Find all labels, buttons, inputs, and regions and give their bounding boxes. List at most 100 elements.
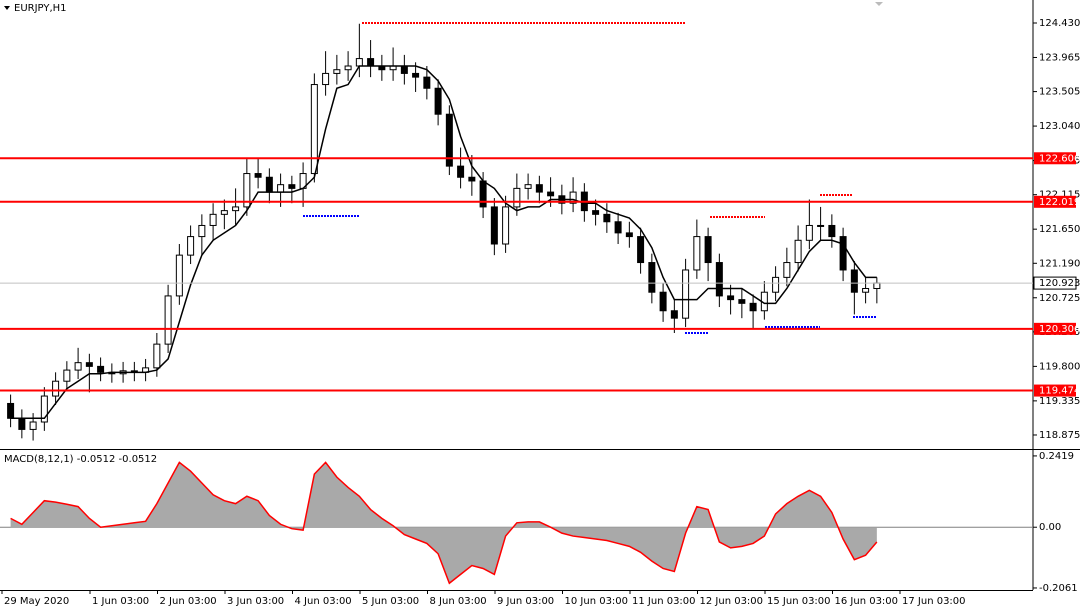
current-price-box — [1033, 276, 1077, 290]
candle-body — [479, 180, 487, 208]
y-tick-label: 121.190 — [1039, 258, 1080, 269]
candle-body — [198, 224, 206, 238]
fractal-levels — [303, 22, 876, 334]
candle-body — [805, 224, 813, 241]
candle-body — [592, 210, 600, 215]
candle-body — [220, 210, 228, 215]
candle-body — [277, 184, 285, 193]
candle-body — [187, 236, 195, 256]
candle-body — [445, 113, 453, 167]
level-label-box — [1034, 195, 1076, 208]
candle-body — [670, 310, 678, 319]
candle-body — [715, 262, 723, 297]
candle-body — [682, 269, 690, 319]
candle-body — [7, 402, 15, 419]
y-tick-label: 121.650 — [1039, 224, 1080, 235]
candle-body — [63, 369, 71, 382]
candle-body — [727, 295, 735, 301]
candle-body — [209, 213, 217, 226]
candle-body — [783, 262, 791, 278]
candle-body — [535, 184, 543, 193]
level-label: 122.606 — [1039, 153, 1080, 164]
candle-body — [862, 288, 870, 293]
candle-body — [74, 362, 82, 371]
candle-body — [468, 176, 476, 182]
candle-body — [243, 173, 251, 208]
candle-body — [265, 176, 273, 193]
y-tick-label: 124.430 — [1039, 18, 1080, 29]
x-tick-label: 9 Jun 03:00 — [497, 596, 554, 607]
candle-body — [333, 69, 341, 74]
candle-body — [344, 65, 352, 71]
candle-body — [232, 206, 240, 212]
level-label: 122.019 — [1039, 197, 1080, 208]
candle-body — [794, 239, 802, 264]
x-tick-label: 12 Jun 03:00 — [700, 596, 764, 607]
candle-body — [254, 173, 262, 178]
x-tick-label: 5 Jun 03:00 — [362, 596, 419, 607]
candle-body — [524, 184, 532, 189]
symbol-menu-icon[interactable] — [4, 6, 10, 10]
candle-body — [423, 76, 431, 89]
candle-body — [569, 191, 577, 204]
x-tick-label: 11 Jun 03:00 — [632, 596, 696, 607]
candle-body — [322, 72, 330, 86]
candles — [7, 23, 881, 441]
y-tick-label: 118.875 — [1039, 430, 1080, 441]
level-label: 120.306 — [1039, 324, 1080, 335]
x-tick-label: 17 Jun 03:00 — [902, 596, 966, 607]
candle-body — [97, 365, 105, 373]
candle-body — [457, 165, 465, 178]
candle-body — [502, 206, 510, 245]
y-tick-label: 123.505 — [1039, 87, 1080, 98]
candle-body — [355, 58, 363, 67]
candle-body — [614, 221, 622, 234]
candle-body — [817, 224, 825, 227]
macd-line — [10, 461, 878, 585]
y-tick-label: 122.115 — [1039, 190, 1080, 201]
candle-body — [40, 395, 48, 423]
candle-body — [704, 236, 712, 264]
candle-body — [175, 254, 183, 297]
candle-body — [29, 421, 37, 430]
x-tick-label: 16 Jun 03:00 — [835, 596, 899, 607]
y-tick-label: 120.725 — [1039, 293, 1080, 304]
shift-marker — [875, 2, 883, 6]
candle-body — [513, 187, 521, 208]
candle-body — [850, 269, 858, 293]
x-tick-label: 15 Jun 03:00 — [767, 596, 831, 607]
indicator-line — [10, 65, 877, 420]
candle-body — [547, 191, 555, 197]
x-tick-label: 1 Jun 03:00 — [92, 596, 149, 607]
candle-body — [772, 276, 780, 293]
candle-body — [839, 236, 847, 271]
candle-body — [412, 72, 420, 78]
current-price-label: 120.923 — [1039, 278, 1080, 289]
candle-body — [490, 206, 498, 245]
candle-body — [153, 343, 161, 369]
x-tick-label: 4 Jun 03:00 — [295, 596, 352, 607]
candle-body — [828, 224, 836, 238]
candle-body — [637, 236, 645, 264]
x-tick-label: 29 May 2020 — [4, 596, 69, 607]
candle-body — [603, 213, 611, 223]
candle-body — [288, 184, 296, 189]
candle-body — [85, 362, 93, 367]
candle-body — [310, 84, 318, 175]
candle-body — [749, 302, 757, 312]
x-tick-label: 10 Jun 03:00 — [565, 596, 629, 607]
candle-body — [164, 295, 172, 345]
candle-body — [400, 65, 408, 74]
candle-body — [18, 417, 26, 430]
level-label: 119.474 — [1039, 386, 1080, 397]
level-label-box — [1034, 152, 1076, 165]
level-label-box — [1034, 384, 1076, 397]
chart-title: EURJPY,H1 — [14, 3, 67, 14]
y-tick-label: 119.800 — [1039, 361, 1080, 372]
y-tick-label: 123.040 — [1039, 121, 1080, 132]
y-tick-label: -0.2061 — [1039, 583, 1078, 594]
candle-body — [648, 262, 656, 293]
x-tick-label: 3 Jun 03:00 — [227, 596, 284, 607]
candle-body — [659, 291, 667, 312]
